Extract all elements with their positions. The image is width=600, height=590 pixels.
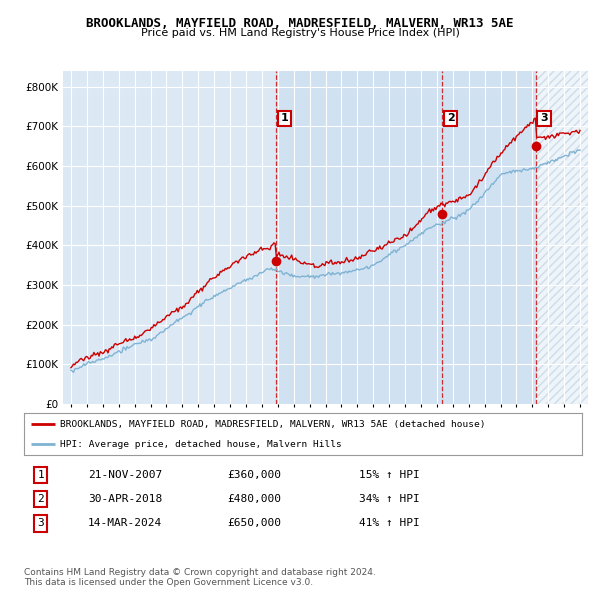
Bar xyxy=(276,71,536,404)
Text: 1: 1 xyxy=(281,113,289,123)
Text: BROOKLANDS, MAYFIELD ROAD, MADRESFIELD, MALVERN, WR13 5AE: BROOKLANDS, MAYFIELD ROAD, MADRESFIELD, … xyxy=(86,17,514,30)
Text: 3: 3 xyxy=(540,113,548,123)
Text: 1: 1 xyxy=(37,470,44,480)
Text: Price paid vs. HM Land Registry's House Price Index (HPI): Price paid vs. HM Land Registry's House … xyxy=(140,28,460,38)
Text: HPI: Average price, detached house, Malvern Hills: HPI: Average price, detached house, Malv… xyxy=(60,440,342,448)
Text: Contains HM Land Registry data © Crown copyright and database right 2024.
This d: Contains HM Land Registry data © Crown c… xyxy=(24,568,376,587)
Text: 30-APR-2018: 30-APR-2018 xyxy=(88,494,163,504)
Text: £480,000: £480,000 xyxy=(227,494,281,504)
Bar xyxy=(536,71,588,404)
Text: £360,000: £360,000 xyxy=(227,470,281,480)
Text: 15% ↑ HPI: 15% ↑ HPI xyxy=(359,470,419,480)
Text: 34% ↑ HPI: 34% ↑ HPI xyxy=(359,494,419,504)
Text: 3: 3 xyxy=(37,518,44,528)
Text: 21-NOV-2007: 21-NOV-2007 xyxy=(88,470,163,480)
Text: 2: 2 xyxy=(37,494,44,504)
Text: BROOKLANDS, MAYFIELD ROAD, MADRESFIELD, MALVERN, WR13 5AE (detached house): BROOKLANDS, MAYFIELD ROAD, MADRESFIELD, … xyxy=(60,420,486,429)
Text: 41% ↑ HPI: 41% ↑ HPI xyxy=(359,518,419,528)
Text: 14-MAR-2024: 14-MAR-2024 xyxy=(88,518,163,528)
Text: £650,000: £650,000 xyxy=(227,518,281,528)
Text: 2: 2 xyxy=(447,113,455,123)
